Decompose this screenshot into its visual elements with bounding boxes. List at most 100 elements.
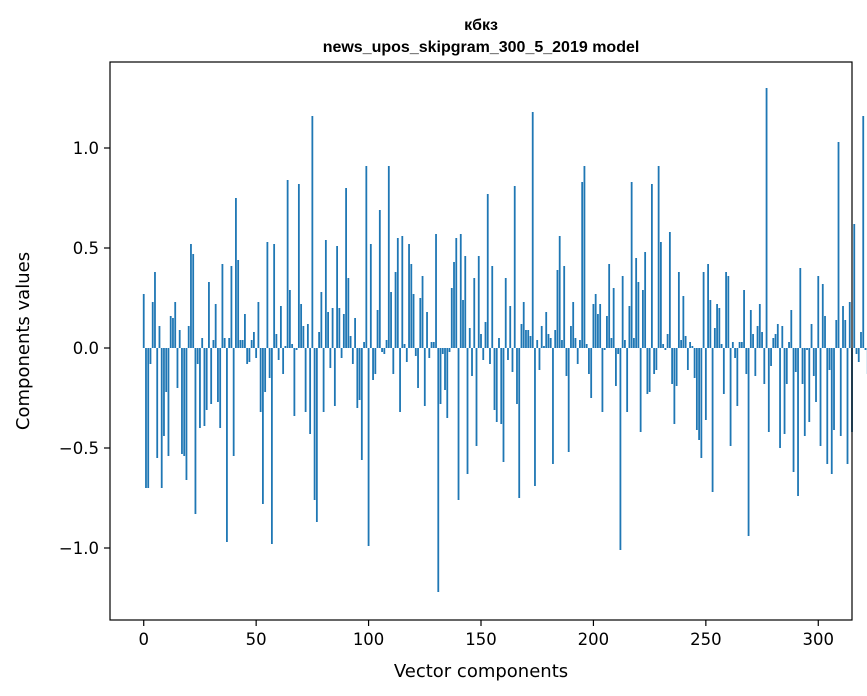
bar-197	[585, 344, 588, 348]
bar-83	[329, 348, 332, 368]
bar-114	[399, 348, 401, 412]
bar-294	[803, 348, 806, 436]
bar-118	[408, 244, 410, 348]
bar-248	[700, 348, 703, 458]
bar-208	[610, 338, 613, 348]
bar-284	[781, 326, 784, 348]
bar-112	[394, 272, 397, 348]
bar-65	[288, 290, 291, 348]
bar-140	[457, 348, 460, 500]
bar-225	[648, 348, 651, 392]
bar-95	[356, 348, 359, 408]
bar-305	[828, 348, 831, 370]
bar-280	[772, 338, 775, 348]
bar-319	[860, 332, 862, 348]
bar-199	[590, 348, 593, 398]
y-axis-ticks: −1.0 −0.5 0.0 0.5 1.0	[59, 139, 110, 558]
bar-224	[646, 348, 649, 394]
bar-56	[268, 348, 271, 378]
bar-29	[208, 282, 210, 348]
bar-198	[588, 348, 590, 374]
bar-18	[183, 348, 186, 456]
bar-108	[385, 340, 388, 348]
bar-101	[369, 244, 372, 348]
bar-272	[754, 348, 757, 376]
bar-74	[309, 348, 312, 434]
bar-316	[853, 224, 856, 348]
bar-25	[199, 348, 201, 428]
bar-130	[435, 234, 437, 348]
bar-191	[572, 302, 575, 348]
bar-145	[468, 328, 471, 348]
bar-57	[270, 348, 273, 544]
bar-288	[790, 310, 793, 348]
bar-301	[819, 348, 822, 446]
bar-99	[365, 166, 368, 348]
bar-168	[520, 324, 523, 348]
bar-127	[428, 348, 431, 358]
bar-302	[821, 284, 824, 348]
bar-49	[253, 332, 255, 348]
bar-135	[446, 348, 449, 418]
bar-219	[635, 258, 638, 348]
bar-38	[228, 338, 231, 348]
bar-143	[464, 256, 467, 348]
bar-254	[713, 328, 716, 348]
bar-14	[174, 302, 177, 348]
bar-158	[498, 338, 500, 348]
bar-93	[351, 348, 354, 364]
bar-227	[653, 348, 656, 374]
bar-222	[641, 290, 644, 348]
bar-41	[235, 198, 237, 348]
bar-8	[160, 348, 163, 488]
bar-304	[826, 348, 829, 464]
bar-231	[662, 344, 665, 348]
bar-121	[414, 348, 417, 356]
bar-128	[430, 342, 433, 348]
bar-223	[644, 252, 647, 348]
bar-106	[381, 348, 383, 352]
bar-89	[342, 314, 345, 348]
bar-48	[250, 340, 253, 348]
bar-196	[583, 166, 586, 348]
bar-36	[223, 338, 226, 348]
bar-181	[549, 338, 552, 348]
bar-189	[567, 348, 570, 452]
bar-298	[812, 348, 815, 376]
bar-215	[626, 348, 629, 412]
bar-139	[455, 238, 458, 348]
bar-228	[655, 348, 658, 370]
x-tick-label: 200	[578, 630, 610, 649]
bar-258	[722, 348, 725, 394]
bar-190	[570, 326, 572, 348]
bar-210	[615, 348, 617, 386]
bar-68	[295, 348, 298, 350]
bar-236	[673, 348, 676, 424]
bar-77	[315, 348, 318, 522]
bar-40	[232, 348, 235, 456]
bar-30	[210, 348, 213, 404]
bar-70	[300, 304, 303, 348]
bar-202	[597, 314, 599, 348]
bar-80	[322, 348, 325, 412]
bar-295	[806, 348, 808, 350]
bar-136	[448, 348, 451, 352]
bar-230	[659, 242, 662, 348]
bar-76	[313, 348, 316, 500]
bar-11	[167, 348, 170, 456]
bar-16	[178, 330, 181, 348]
bar-120	[412, 294, 415, 348]
bar-159	[500, 348, 503, 424]
bar-184	[556, 270, 559, 348]
bar-209	[612, 288, 615, 348]
bar-282	[776, 324, 779, 348]
bar-117	[405, 348, 408, 362]
bar-122	[417, 348, 419, 388]
bar-277	[765, 88, 768, 348]
chart-subtitle: news_upos_skipgram_300_5_2019 model	[323, 39, 640, 56]
bar-249	[702, 272, 705, 348]
bar-26	[201, 338, 204, 348]
bar-28	[205, 348, 208, 410]
bar-312	[844, 320, 847, 348]
bar-138	[453, 262, 455, 348]
